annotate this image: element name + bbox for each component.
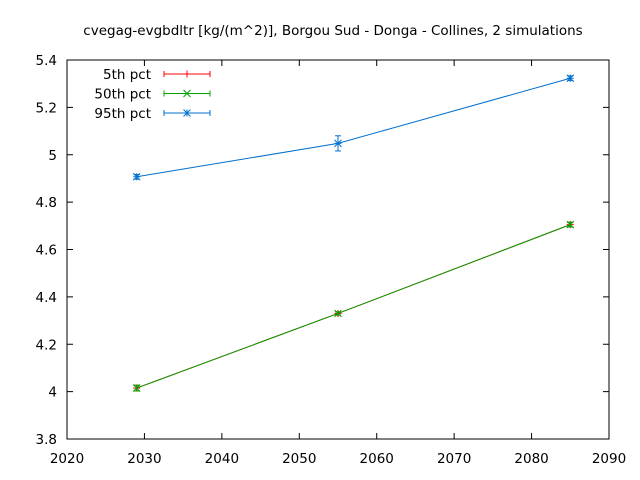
legend-entry-0: 5th pct	[103, 67, 211, 83]
y-tick-label: 5.4	[36, 53, 57, 69]
chart-title: cvegag-evgbdltr [kg/(m^2)], Borgou Sud -…	[83, 23, 582, 39]
data-point	[566, 74, 575, 83]
data-point	[334, 309, 342, 318]
y-tick-label: 4.8	[36, 195, 57, 211]
y-tick-label: 4.4	[36, 290, 57, 306]
data-point	[334, 139, 342, 148]
x-tick-label: 2090	[592, 451, 626, 467]
series-line	[136, 224, 571, 389]
legend-label: 50th pct	[94, 87, 151, 103]
x-tick-label: 2050	[282, 451, 316, 467]
legend-marker	[183, 70, 191, 78]
legend-entry-1: 50th pct	[94, 87, 211, 103]
legend-entry-2: 95th pct	[94, 106, 211, 122]
y-tick-label: 4.6	[36, 243, 57, 259]
x-tick-label: 2070	[437, 451, 471, 467]
series-0	[133, 221, 574, 392]
series-2	[132, 74, 575, 181]
legend-marker	[183, 89, 191, 98]
legend: 5th pct 50th pct 95th pct	[94, 67, 211, 122]
legend-label: 5th pct	[103, 67, 151, 83]
y-tick-label: 4.2	[36, 337, 57, 353]
x-tick-label: 2040	[205, 451, 239, 467]
axes: 2020 2030 2040 2050 2060 2070 2080 2090 3.8 4 4.2 4…	[36, 53, 627, 467]
x-tick-label: 2060	[360, 451, 394, 467]
y-tick-label: 3.8	[36, 432, 57, 448]
series-1	[132, 220, 575, 392]
data-point	[132, 384, 141, 392]
y-tick-label: 5.2	[36, 100, 57, 116]
y-tick-label: 5	[48, 148, 57, 164]
legend-marker	[183, 109, 191, 117]
y-tick-label: 4	[48, 385, 57, 401]
data-point	[132, 172, 141, 181]
x-tick-label: 2080	[514, 451, 548, 467]
x-tick-label: 2020	[50, 451, 84, 467]
data-point	[566, 220, 575, 229]
legend-label: 95th pct	[94, 106, 151, 122]
series-layer	[132, 74, 575, 392]
x-tick-label: 2030	[127, 451, 161, 467]
